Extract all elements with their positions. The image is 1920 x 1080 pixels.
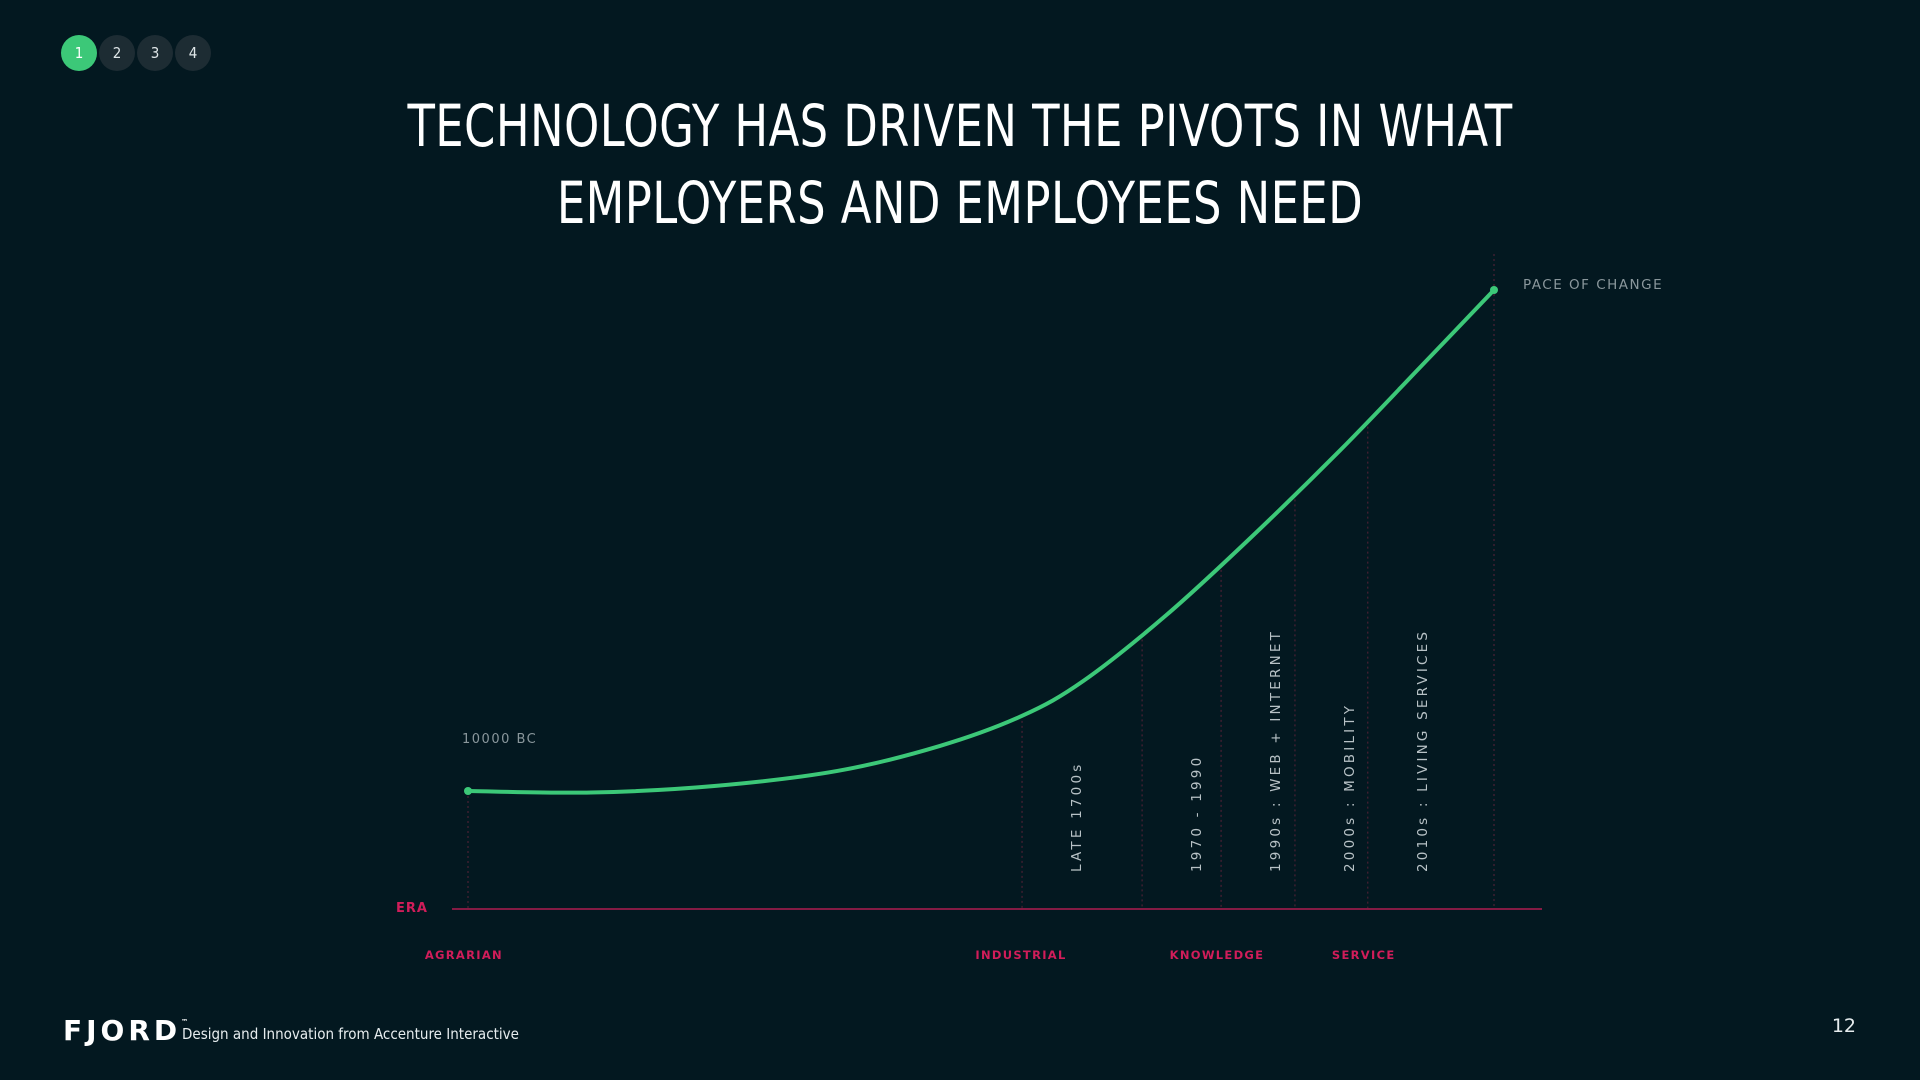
slide-title-line-2: employers and employees need [556, 169, 1364, 237]
milestone-label-3: 1990s : WEB + INTERNET [1268, 629, 1284, 872]
fjord-logo: FJORD™ [63, 1014, 188, 1047]
milestone-label-1: LATE 1700s [1069, 762, 1085, 872]
era-axis-label: ERA [396, 901, 428, 916]
pager-dot-4[interactable]: 4 [175, 35, 211, 71]
era-label-industrial: INDUSTRIAL [975, 948, 1066, 962]
milestone-label-5: 2010s : LIVING SERVICES [1415, 629, 1431, 872]
era-label-service: SERVICE [1332, 948, 1396, 962]
slide-title: Technology has driven the pivots in what… [134, 88, 1785, 242]
pace-of-change-curve [466, 288, 1496, 795]
fjord-logo-mark: ™ [181, 1018, 189, 1026]
milestone-label-2: 1970 - 1990 [1189, 755, 1205, 872]
milestone-label-4: 2000s : MOBILITY [1342, 703, 1358, 872]
footer-tagline: Design and Innovation from Accenture Int… [182, 1025, 519, 1043]
fjord-logo-text: FJORD [63, 1014, 182, 1047]
slide-pager: 1 2 3 4 [61, 35, 211, 71]
era-label-knowledge: KNOWLEDGE [1170, 948, 1265, 962]
start-label: 10000 BC [462, 732, 537, 747]
era-label-agrarian: AGRARIAN [425, 948, 503, 962]
curve-start-point [464, 787, 472, 795]
pager-dot-1[interactable]: 1 [61, 35, 97, 71]
slide-title-line-1: Technology has driven the pivots in what [407, 92, 1513, 160]
page-number: 12 [1831, 1015, 1856, 1037]
curve-end-point [1490, 286, 1498, 294]
pager-dot-2[interactable]: 2 [99, 35, 135, 71]
pager-dot-3[interactable]: 3 [137, 35, 173, 71]
y-axis-label: PACE OF CHANGE [1523, 277, 1663, 293]
